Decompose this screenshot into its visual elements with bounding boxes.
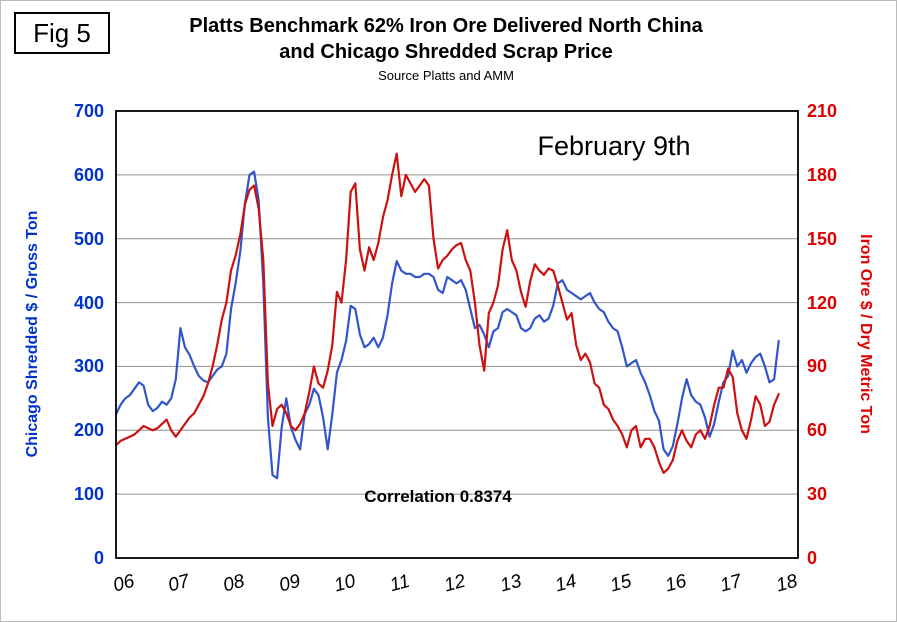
left-axis-tick-label: 600 [73,164,104,185]
chart-title-line2: and Chicago Shredded Scrap Price [279,41,613,63]
figure-label: Fig 5 [33,17,91,48]
chart-title-line1: Platts Benchmark 62% Iron Ore Delivered … [189,15,703,37]
left-axis-tick-label: 500 [73,228,104,249]
left-axis-tick-label: 200 [73,420,104,441]
right-axis-tick-label: 0 [807,548,818,568]
plot-border [115,110,799,559]
right-axis-title: Iron Ore $ / Dry Metric Ton [857,234,874,434]
figure-label-box: Fig 5 [14,12,110,54]
left-axis-tick-label: 700 [73,101,104,121]
right-axis-tick-label: 30 [807,484,828,505]
left-axis-tick-label: 400 [73,292,104,313]
right-axis-tick-label: 90 [807,356,828,377]
chart-subtitle: Source Platts and AMM [378,68,514,83]
left-axis-tick-label: 0 [93,548,104,568]
chart-title-block: Platts Benchmark 62% Iron Ore Delivered … [71,13,821,83]
series-line-right [114,152,780,474]
left-axis-tick-label: 300 [73,356,104,377]
right-axis-tick-label: 180 [807,164,838,185]
left-axis-tick-label: 100 [73,484,104,505]
date-annotation: February 9th [537,131,691,161]
correlation-annotation: Correlation 0.8374 [364,487,512,506]
right-axis-tick-label: 150 [807,228,838,249]
right-axis-tick-label: 60 [807,420,828,441]
right-axis-tick-label: 120 [807,292,838,313]
series-line-left [114,170,780,480]
left-axis-title: Chicago Shredded $ / Gross Ton [24,210,41,458]
right-axis-tick-label: 210 [807,101,838,121]
